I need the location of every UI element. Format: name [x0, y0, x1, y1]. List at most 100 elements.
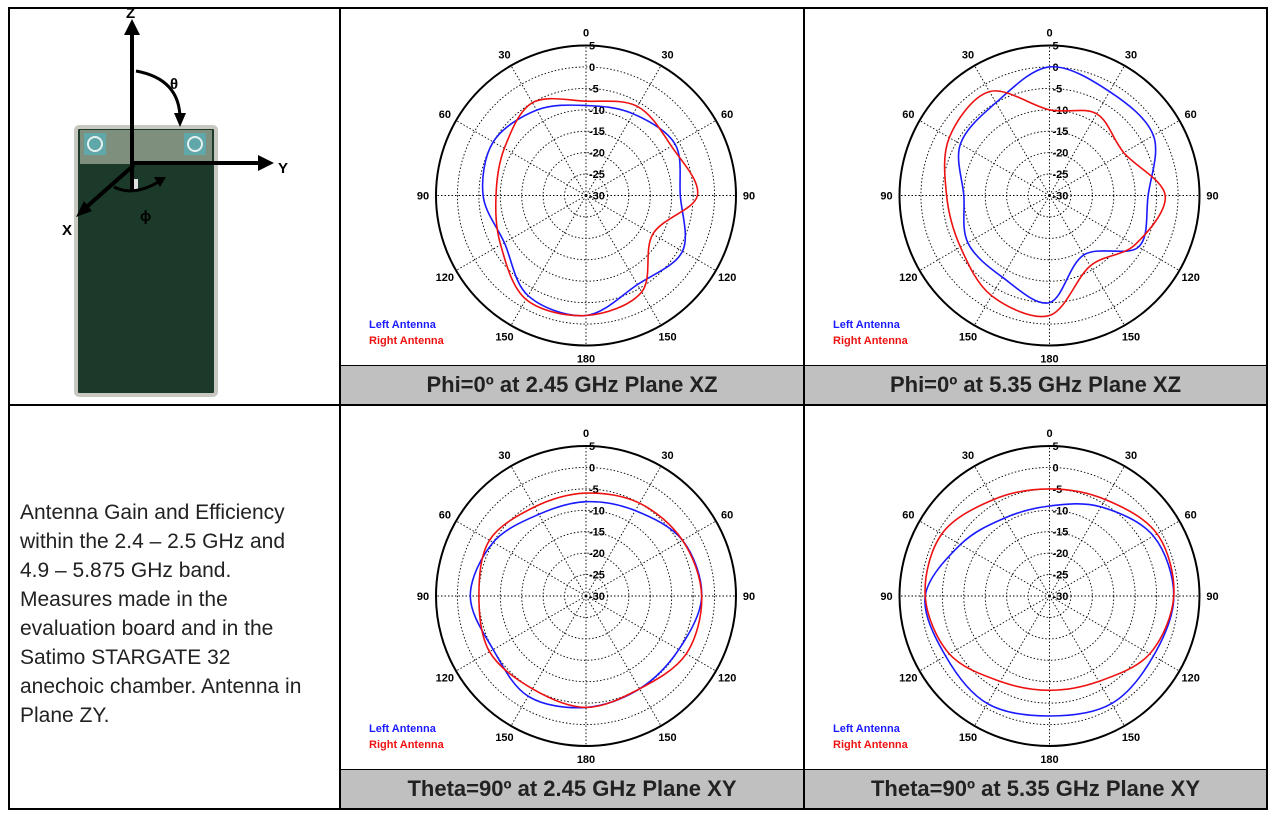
polar-angle-label: 60 — [721, 109, 733, 121]
polar-angle-label: 90 — [743, 191, 755, 203]
polar-radial-label: 0 — [1053, 462, 1059, 474]
description-cell: Antenna Gain and Efficiency within the 2… — [9, 405, 340, 809]
polar-radial-label: -25 — [1053, 169, 1069, 181]
chart-cell-2: 0 30 60 90 120 150 180 150 120 90 60 30 5 0 -5 -10 -15 -2… — [804, 8, 1267, 405]
polar-angle-label: 150 — [1122, 732, 1140, 744]
theta-label: θ — [170, 76, 178, 93]
polar-radial-label: -15 — [589, 126, 605, 138]
polar-angle-label: 90 — [1206, 191, 1218, 203]
polar-angle-label: 60 — [439, 109, 451, 121]
series-line-left-antenna — [957, 66, 1157, 304]
polar-ring — [499, 109, 673, 282]
polar-spoke — [1049, 195, 1180, 271]
theta-arc — [135, 69, 182, 120]
legend-entry: Left Antenna — [369, 319, 437, 331]
polar-angle-label: 60 — [721, 510, 733, 522]
polar-angle-label: 120 — [899, 673, 917, 685]
polar-angle-label: 120 — [1181, 272, 1199, 284]
polar-outer-ring — [898, 445, 1201, 747]
polar-angle-label: 30 — [1125, 49, 1137, 61]
polar-spoke — [585, 195, 662, 326]
polar-radial-label: -5 — [589, 83, 599, 95]
polar-angle-label: 30 — [498, 49, 510, 61]
polar-angle-label: 150 — [658, 732, 676, 744]
polar-outer-ring — [435, 445, 737, 747]
polar-angle-label: 180 — [1040, 754, 1058, 766]
chart-cell-1: 0 30 60 90 120 150 180 150 120 90 60 30 5 0 -5 -10 -15 -2… — [340, 8, 804, 405]
series-line-left-antenna — [481, 104, 687, 317]
polar-angle-label: 150 — [658, 332, 676, 344]
polar-radial-label: 5 — [589, 441, 595, 453]
legend-entry: Left Antenna — [833, 723, 901, 735]
polar-spoke — [919, 195, 1050, 271]
polar-radial-label: -30 — [1053, 591, 1069, 603]
polar-radial-label: -15 — [589, 527, 605, 539]
polar-spoke — [1049, 465, 1125, 597]
polar-ring — [478, 87, 694, 304]
polar-angle-label: 180 — [577, 354, 595, 366]
polar-spoke — [1049, 595, 1125, 727]
polar-angle-label: 90 — [743, 591, 755, 603]
polar-spoke — [919, 520, 1050, 597]
series-line-right-antenna — [924, 488, 1175, 692]
polar-radial-label: -20 — [589, 548, 605, 560]
polar-angle-label: 90 — [880, 191, 892, 203]
polar-radial-label: 0 — [1053, 62, 1059, 74]
series-line-left-antenna — [924, 503, 1175, 717]
polar-radial-label: 0 — [589, 62, 595, 74]
polar-radial-label: -20 — [1053, 548, 1069, 560]
pcb-connector — [134, 179, 138, 189]
polar-spoke — [1049, 65, 1125, 196]
polar-spoke — [585, 65, 662, 196]
polar-spoke — [585, 120, 717, 196]
polar-radial-label: -15 — [1053, 126, 1069, 138]
chart-3-caption: Theta=90º at 2.45 GHz Plane XY — [341, 769, 803, 808]
polar-angle-label: 90 — [417, 191, 429, 203]
theta-arrow — [174, 113, 186, 127]
polar-ring — [963, 509, 1136, 683]
polar-radial-label: -5 — [1053, 83, 1063, 95]
polar-radial-label: -20 — [1053, 148, 1069, 160]
polar-spoke — [585, 595, 717, 672]
polar-spoke — [919, 595, 1050, 672]
polar-angle-label: 60 — [439, 510, 451, 522]
polar-radial-label: -10 — [1053, 505, 1069, 517]
polar-angle-label: 180 — [1040, 354, 1058, 366]
x-axis-arrow — [76, 201, 92, 217]
polar-chart-1: 030609012015018015012090603050-5-10-15-2… — [369, 28, 755, 366]
polar-spoke — [585, 520, 717, 597]
polar-ring — [456, 466, 716, 726]
polar-angle-label: 120 — [718, 673, 736, 685]
polar-radial-label: -20 — [589, 148, 605, 160]
pcb-logo-right — [187, 136, 203, 152]
polar-radial-label: -30 — [589, 191, 605, 203]
polar-radial-label: -10 — [589, 105, 605, 117]
polar-radial-label: -10 — [589, 505, 605, 517]
polar-radial-label: 5 — [1053, 441, 1059, 453]
polar-angle-label: 90 — [880, 591, 892, 603]
polar-spoke — [455, 595, 587, 672]
polar-spoke — [585, 195, 717, 271]
polar-spoke — [974, 195, 1050, 326]
polar-angle-label: 180 — [577, 754, 595, 766]
polar-spoke — [974, 465, 1050, 597]
polar-angle-label: 0 — [1046, 28, 1052, 40]
polar-angle-label: 150 — [959, 332, 977, 344]
polar-angle-label: 90 — [417, 591, 429, 603]
polar-spoke — [585, 465, 662, 597]
polar-radial-label: -5 — [589, 484, 599, 496]
chart-cell-3: 0 30 60 90 120 150 180 150 120 90 60 30 5 0 -5 -10 -15 -2… — [340, 405, 804, 809]
polar-spoke — [455, 195, 587, 271]
polar-spoke — [974, 595, 1050, 727]
polar-radial-label: -25 — [1053, 570, 1069, 582]
polar-radial-label: -25 — [589, 169, 605, 181]
polar-angle-label: 150 — [1122, 332, 1140, 344]
legend-entry: Right Antenna — [369, 335, 445, 347]
polar-spoke — [919, 120, 1050, 196]
polar-spoke — [974, 65, 1050, 196]
polar-angle-label: 30 — [1125, 450, 1137, 462]
polar-angle-label: 120 — [718, 272, 736, 284]
polar-outer-ring — [898, 44, 1201, 347]
polar-spoke — [1049, 595, 1180, 672]
chart-1-caption: Phi=0º at 2.45 GHz Plane XZ — [341, 365, 803, 404]
